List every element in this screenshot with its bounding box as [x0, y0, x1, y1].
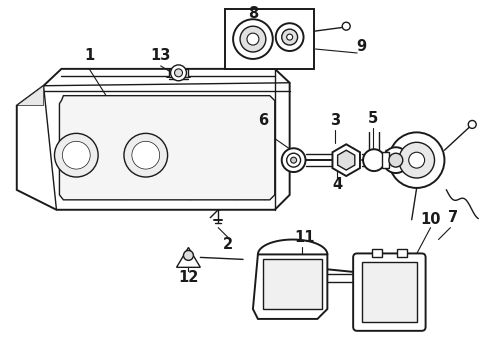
Circle shape [233, 19, 273, 59]
Circle shape [171, 65, 187, 81]
Text: 13: 13 [150, 49, 171, 63]
Polygon shape [253, 255, 327, 319]
Circle shape [183, 251, 194, 260]
Polygon shape [17, 69, 290, 210]
FancyBboxPatch shape [353, 253, 426, 331]
Bar [225, 9, 315, 69]
Polygon shape [338, 150, 355, 170]
Circle shape [389, 132, 444, 188]
Text: 12: 12 [178, 270, 198, 285]
Polygon shape [169, 69, 189, 77]
Text: 9: 9 [356, 39, 366, 54]
Polygon shape [59, 96, 275, 200]
Polygon shape [17, 86, 44, 105]
Circle shape [291, 157, 296, 163]
Polygon shape [414, 148, 421, 172]
Bar [362, 262, 416, 322]
Text: 11: 11 [294, 230, 315, 245]
Circle shape [287, 34, 293, 40]
Circle shape [62, 141, 90, 169]
Text: 8: 8 [248, 6, 258, 21]
Circle shape [282, 148, 306, 172]
Polygon shape [382, 152, 389, 168]
Text: 4: 4 [332, 177, 343, 193]
Polygon shape [397, 249, 407, 257]
Circle shape [399, 142, 435, 178]
Circle shape [409, 152, 425, 168]
Text: 7: 7 [448, 210, 459, 225]
Circle shape [363, 149, 385, 171]
Circle shape [383, 147, 409, 173]
Circle shape [124, 133, 168, 177]
Polygon shape [176, 247, 200, 267]
Circle shape [468, 121, 476, 129]
Polygon shape [332, 144, 360, 176]
Circle shape [174, 69, 182, 77]
Text: 6: 6 [258, 113, 268, 128]
Circle shape [276, 23, 303, 51]
Circle shape [342, 22, 350, 30]
Circle shape [240, 26, 266, 52]
Circle shape [132, 141, 160, 169]
Circle shape [54, 133, 98, 177]
Text: 1: 1 [84, 49, 95, 63]
Polygon shape [372, 249, 382, 257]
Circle shape [287, 153, 300, 167]
Circle shape [389, 153, 403, 167]
Text: 10: 10 [420, 212, 441, 227]
Text: 5: 5 [368, 111, 378, 126]
Text: 2: 2 [223, 237, 233, 252]
Text: 3: 3 [330, 113, 341, 128]
Circle shape [282, 29, 297, 45]
Circle shape [247, 33, 259, 45]
Polygon shape [263, 260, 322, 309]
